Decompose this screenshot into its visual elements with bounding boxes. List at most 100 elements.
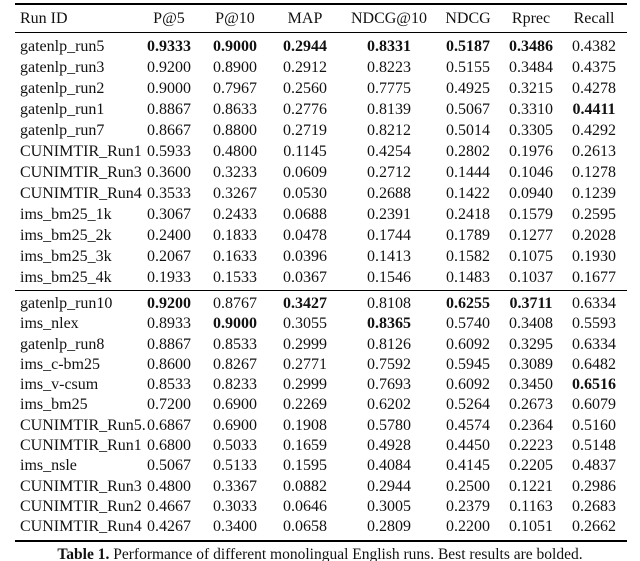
metric-cell-recall: 0.1239 [572,185,616,202]
metric-cell-ndcg: 0.2802 [446,143,490,160]
metric-cell-p-5: 0.3600 [147,164,191,181]
header-row: Run ID P@5 P@10 MAP NDCG@10 NDCG Rprec Recall [15,4,627,33]
metric-cell-p-5: 0.9200 [147,59,191,76]
metric-cell-rprec: 0.1976 [509,143,553,160]
metric-cell-recall: 0.2662 [572,518,616,536]
metric-cell-ndcg: 0.2418 [446,206,490,223]
metric-cell-rprec: 0.3450 [509,376,553,394]
metric-cell-recall: 0.1930 [572,248,616,265]
metric-cell-p-5: 0.7200 [147,396,191,414]
metric-cell-ndcg: 0.4145 [446,457,490,475]
table-row: CUNIMTIR_Run4 0.4267 0.3400 0.0658 0.2809 0.2… [15,517,627,540]
metric-cell-ndcg-10: 0.7693 [367,376,411,394]
run-id-cell: CUNIMTIR_Run4 [20,185,142,202]
run-id-cell: CUNIMTIR_Run5. [20,416,146,434]
metric-cell-recall: 0.1677 [572,269,616,286]
run-id-cell: ims_v-csum [20,376,99,394]
metric-cell-ndcg: 0.6255 [446,295,490,312]
metric-cell-map: 0.0646 [283,497,327,515]
metric-cell-p-10: 0.1833 [213,227,257,244]
metric-cell-recall: 0.2683 [572,497,616,515]
metric-cell-map: 0.0478 [283,227,327,244]
metric-cell-map: 0.0396 [283,248,327,265]
table-row: ims_bm25_4k 0.1933 0.1533 0.0367 0.1546 0.148… [15,267,627,291]
metric-cell-p-10: 0.8767 [213,295,257,312]
metric-cell-recall: 0.6334 [572,335,616,353]
metric-cell-p-10: 0.8900 [213,59,257,76]
metric-cell-ndcg-10: 0.1413 [367,248,411,265]
run-id-cell: ims_bm25_4k [20,269,112,286]
column-header-ndcg-10: NDCG@10 [343,4,435,33]
metric-cell-p-5: 0.3067 [147,206,191,223]
metric-cell-rprec: 0.1037 [509,269,553,286]
metric-cell-recall: 0.6334 [572,295,616,312]
run-id-cell: ims_bm25_3k [20,248,112,265]
run-id-cell: ims_bm25_2k [20,227,112,244]
metric-cell-map: 0.2269 [283,396,327,414]
metric-cell-rprec: 0.2673 [509,396,553,414]
metric-cell-ndcg-10: 0.8223 [367,59,411,76]
metric-cell-map: 0.3055 [283,315,327,333]
metric-cell-map: 0.0367 [283,269,327,286]
metric-cell-ndcg: 0.5187 [446,38,490,55]
metric-cell-map: 0.0609 [283,164,327,181]
metric-cell-rprec: 0.3089 [509,355,553,373]
metric-cell-recall: 0.1278 [572,164,616,181]
metric-cell-rprec: 0.0940 [509,185,553,202]
table-caption: Table 1. Performance of different monoli… [0,543,640,561]
metric-cell-p-10: 0.9000 [213,38,257,55]
metric-cell-rprec: 0.1046 [509,164,553,181]
metric-cell-p-10: 0.8800 [213,122,257,139]
table-row: ims_bm25_3k 0.2067 0.1633 0.0396 0.1413 0.158… [15,246,627,267]
column-header-p-5: P@5 [135,4,203,33]
column-header-map: MAP [267,4,343,33]
run-id-cell: gatenlp_run1 [20,101,105,118]
metric-cell-p-10: 0.8267 [213,355,257,373]
metric-cell-ndcg-10: 0.8108 [367,295,411,312]
metric-cell-ndcg: 0.1789 [446,227,490,244]
metric-cell-ndcg-10: 0.2712 [367,164,411,181]
metric-cell-recall: 0.6482 [572,355,616,373]
metric-cell-p-10: 0.5133 [213,457,257,475]
metric-cell-ndcg: 0.1444 [446,164,490,181]
table-row: CUNIMTIR_Run2 0.4667 0.3033 0.0646 0.3005 0.2… [15,497,627,517]
metric-cell-ndcg-10: 0.8126 [367,335,411,353]
metric-cell-ndcg: 0.2500 [446,477,490,495]
metric-cell-p-5: 0.9200 [147,295,191,312]
table-row: ims_bm25_2k 0.2400 0.1833 0.0478 0.1744 0.178… [15,225,627,246]
run-id-cell: gatenlp_run7 [20,122,105,139]
metric-cell-recall: 0.4837 [572,457,616,475]
metric-cell-map: 0.1908 [283,416,327,434]
table-row: ims_bm25 0.7200 0.6900 0.2269 0.6202 0.5264 0.… [15,395,627,415]
metric-cell-p-10: 0.6900 [213,396,257,414]
metric-cell-ndcg: 0.2200 [446,518,490,536]
metric-cell-ndcg-10: 0.7775 [367,80,411,97]
metric-cell-map: 0.2944 [283,38,327,55]
metric-cell-p-5: 0.6867 [147,416,191,434]
metric-cell-p-5: 0.4667 [147,497,191,515]
run-id-cell: gatenlp_run5 [20,38,105,55]
metric-cell-map: 0.1145 [283,143,327,160]
metric-cell-p-5: 0.1933 [147,269,191,286]
table-row: CUNIMTIR_Run4 0.3533 0.3267 0.0530 0.2688 0.1… [15,183,627,204]
metric-cell-recall: 0.5160 [572,416,616,434]
metric-cell-ndcg: 0.1483 [446,269,490,286]
metric-cell-p-5: 0.3533 [147,185,191,202]
table-section-2: gatenlp_run10 0.9200 0.8767 0.3427 0.8108 0.6… [15,290,627,541]
metric-cell-recall: 0.2613 [572,143,616,160]
metric-cell-ndcg-10: 0.8139 [367,101,411,118]
column-header-ndcg: NDCG [435,4,501,33]
metric-cell-map: 0.2999 [283,376,327,394]
metric-cell-map: 0.1659 [283,437,327,455]
table-row: gatenlp_run10 0.9200 0.8767 0.3427 0.8108 0.6… [15,291,627,315]
metric-cell-recall: 0.4375 [572,59,616,76]
metric-cell-p-5: 0.2400 [147,227,191,244]
table-row: ims_nsle 0.5067 0.5133 0.1595 0.4084 0.4145 0.… [15,456,627,476]
table-caption-text: Performance of different monolingual Eng… [113,545,583,561]
metric-cell-rprec: 0.2364 [509,416,553,434]
metric-cell-p-5: 0.8533 [147,376,191,394]
metric-cell-rprec: 0.3295 [509,335,553,353]
metric-cell-p-5: 0.8600 [147,355,191,373]
table-row: CUNIMTIR_Run3 0.4800 0.3367 0.0882 0.2944 0.2… [15,477,627,497]
metric-cell-p-5: 0.9000 [147,80,191,97]
